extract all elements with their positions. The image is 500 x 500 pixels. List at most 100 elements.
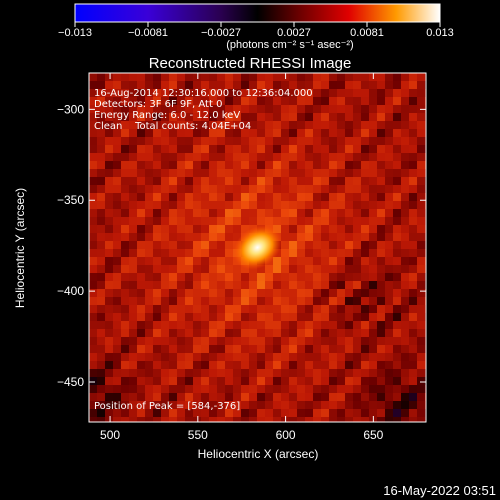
heatmap-cell	[113, 129, 121, 137]
heatmap-cell	[145, 313, 153, 321]
heatmap-cell	[377, 321, 385, 329]
heatmap-cell	[121, 201, 129, 209]
heatmap-cell	[121, 169, 129, 177]
heatmap-cell	[97, 185, 105, 193]
heatmap-cell	[225, 273, 233, 281]
heatmap-cell	[313, 209, 321, 217]
heatmap-cell	[89, 89, 97, 97]
heatmap-cell	[145, 97, 153, 105]
heatmap-cell	[257, 361, 265, 369]
heatmap-cell	[273, 345, 281, 353]
heatmap-cell	[305, 353, 313, 361]
annotation-energy-range: Energy Range: 6.0 - 12.0 keV	[94, 110, 240, 121]
heatmap-cell	[385, 305, 393, 313]
heatmap-cell	[265, 329, 273, 337]
heatmap-cell	[89, 145, 97, 153]
heatmap-cell	[185, 193, 193, 201]
heatmap-cell	[145, 401, 153, 409]
heatmap-cell	[345, 89, 353, 97]
heatmap-cell	[145, 417, 153, 422]
heatmap-cell	[297, 201, 305, 209]
heatmap-cell	[329, 145, 337, 153]
heatmap-cell	[353, 369, 361, 377]
heatmap-cell	[385, 257, 393, 265]
heatmap-cell	[369, 377, 377, 385]
heatmap-cell	[129, 121, 137, 129]
heatmap-cell	[321, 385, 329, 393]
heatmap-cell	[401, 177, 409, 185]
heatmap-cell	[281, 329, 289, 337]
heatmap-cell	[153, 361, 161, 369]
heatmap-cell	[297, 129, 305, 137]
heatmap-cell	[193, 193, 201, 201]
heatmap-cell	[361, 137, 369, 145]
heatmap-cell	[137, 337, 145, 345]
heatmap-cell	[281, 89, 289, 97]
heatmap-cell	[233, 225, 241, 233]
heatmap-cell	[225, 353, 233, 361]
heatmap-cell	[361, 217, 369, 225]
heatmap-cell	[297, 89, 305, 97]
heatmap-cell	[329, 193, 337, 201]
heatmap-cell	[273, 209, 281, 217]
heatmap-cell	[409, 289, 417, 297]
heatmap-cell	[193, 401, 201, 409]
heatmap-cell	[137, 417, 145, 422]
heatmap-cell	[89, 353, 97, 361]
heatmap-cell	[393, 417, 401, 422]
heatmap-cell	[233, 265, 241, 273]
heatmap-cell	[177, 113, 185, 121]
heatmap-cell	[129, 329, 137, 337]
heatmap-cell	[201, 169, 209, 177]
heatmap-cell	[209, 217, 217, 225]
heatmap-cell	[233, 161, 241, 169]
heatmap-cell	[281, 81, 289, 89]
heatmap-cell	[209, 113, 217, 121]
heatmap-cell	[257, 401, 265, 409]
heatmap-cell	[305, 177, 313, 185]
heatmap-cell	[225, 137, 233, 145]
heatmap-cell	[417, 281, 425, 289]
heatmap-cell	[121, 297, 129, 305]
heatmap-cell	[249, 137, 257, 145]
heatmap-cell	[385, 417, 393, 422]
heatmap-cell	[257, 265, 265, 273]
heatmap-cell	[313, 105, 321, 113]
heatmap-cell	[265, 97, 273, 105]
heatmap-cell	[289, 225, 297, 233]
heatmap-cell	[129, 185, 137, 193]
heatmap-cell	[257, 121, 265, 129]
heatmap-cell	[337, 105, 345, 113]
heatmap-cell	[329, 105, 337, 113]
heatmap-cell	[217, 137, 225, 145]
heatmap-cell	[161, 145, 169, 153]
heatmap-cell	[401, 257, 409, 265]
heatmap-cell	[393, 169, 401, 177]
heatmap-cell	[209, 233, 217, 241]
heatmap-cell	[233, 121, 241, 129]
heatmap-cell	[209, 209, 217, 217]
heatmap-cell	[353, 113, 361, 121]
heatmap-cell	[409, 401, 417, 409]
heatmap-cell	[161, 209, 169, 217]
heatmap-cell	[185, 273, 193, 281]
heatmap-cell	[209, 121, 217, 129]
heatmap-cell	[337, 225, 345, 233]
heatmap-cell	[281, 97, 289, 105]
heatmap-cell	[401, 161, 409, 169]
heatmap-cell	[145, 305, 153, 313]
heatmap-cell	[217, 353, 225, 361]
heatmap-cell	[201, 225, 209, 233]
heatmap-cell	[257, 73, 265, 81]
heatmap-cell	[401, 153, 409, 161]
heatmap-cell	[409, 393, 417, 401]
heatmap-cell	[225, 217, 233, 225]
heatmap-cell	[409, 313, 417, 321]
heatmap-cell	[145, 385, 153, 393]
heatmap-cell	[217, 401, 225, 409]
heatmap-cell	[193, 393, 201, 401]
heatmap-cell	[393, 385, 401, 393]
heatmap-cell	[185, 217, 193, 225]
heatmap-cell	[281, 233, 289, 241]
heatmap-cell	[185, 369, 193, 377]
